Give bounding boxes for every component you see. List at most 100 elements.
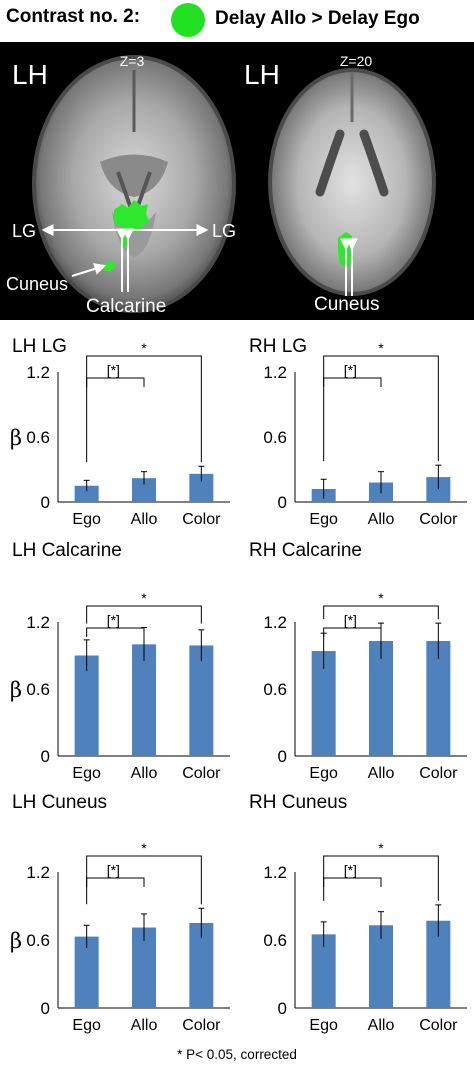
significance-bracket <box>86 355 202 463</box>
x-tick-label: Ego <box>72 511 101 528</box>
footnote: * P< 0.05, corrected <box>177 1047 297 1062</box>
significance-bracket <box>86 377 145 387</box>
significance-label: * <box>378 340 384 356</box>
y-tick-label: 0.6 <box>263 428 287 447</box>
chart-title: LH Cuneus <box>12 792 108 813</box>
brain-slice-left-skull <box>32 55 236 313</box>
y-tick-label: 0 <box>278 493 287 512</box>
figure-header: Contrast no. 2: Delay Allo > Delay Ego <box>0 0 474 40</box>
bar-allo <box>369 925 393 1008</box>
chart-title: RH Calcarine <box>249 540 362 561</box>
chart-title: RH Cuneus <box>249 792 348 813</box>
significance-label: [*] <box>344 612 357 628</box>
y-tick-label: 1.2 <box>26 363 50 382</box>
chart-rh-calcarine: RH Calcarine 0 0.6 1.2 Ego Allo Color [*] * <box>237 540 474 790</box>
bar-color <box>426 640 451 756</box>
bar-ego <box>74 936 99 1008</box>
slice-label-right: Z=20 <box>340 53 373 69</box>
significance-bracket <box>323 355 439 462</box>
y-tick-label: 0.6 <box>26 931 50 950</box>
significance-bracket <box>323 605 439 620</box>
x-tick-label: Color <box>419 765 458 782</box>
x-tick-label: Color <box>419 511 458 528</box>
significance-bracket <box>323 877 382 887</box>
chart-plot: 0 0.6 1.2 Ego Allo Color [*] * <box>263 590 467 782</box>
x-tick-label: Ego <box>309 1017 338 1034</box>
bar-allo <box>369 640 393 756</box>
green-marker-icon <box>171 3 205 37</box>
chart-plot: 0 0.6 1.2 Ego Allo Color [*] * <box>263 840 467 1034</box>
significance-label: [*] <box>344 362 357 378</box>
chart-plot: 0 0.6 1.2 β Ego Allo Color [*] * <box>10 840 230 1034</box>
significance-label: * <box>378 590 384 606</box>
hemisphere-label-left: LH <box>12 59 48 90</box>
chart-title: LH LG <box>12 336 67 357</box>
y-tick-label: 1.2 <box>263 613 287 632</box>
significance-bracket <box>323 627 382 637</box>
y-tick-label: 1.2 <box>263 863 287 882</box>
y-tick-label: 1.2 <box>263 363 287 382</box>
y-tick-label: 0.6 <box>26 680 50 699</box>
chart-plot: 0 0.6 1.2 β Ego Allo Color [*] * <box>10 340 230 528</box>
y-tick-label: 0.6 <box>263 680 287 699</box>
bar-ego <box>74 655 99 756</box>
contrast-number-title: Contrast no. 2: <box>6 6 141 27</box>
x-tick-label: Color <box>182 511 221 528</box>
significance-label: * <box>141 590 147 606</box>
y-tick-label: 1.2 <box>26 863 50 882</box>
bar-ego <box>74 485 99 502</box>
x-tick-label: Allo <box>131 511 158 528</box>
chart-lh-lg: LH LG 0 0.6 1.2 β Ego Allo Color [*] * <box>0 336 237 532</box>
significance-label: [*] <box>107 862 120 878</box>
significance-bracket <box>323 377 382 387</box>
y-tick-label: 0 <box>41 999 50 1018</box>
slice-label-left: Z=3 <box>120 53 145 69</box>
brain-slice-left: LH Z=3 LG LG Cuneus Calcarine <box>6 53 236 317</box>
y-axis-label: β <box>10 929 22 953</box>
significance-bracket <box>323 855 439 901</box>
x-tick-label: Color <box>182 1017 221 1034</box>
x-tick-label: Allo <box>368 765 395 782</box>
x-tick-label: Allo <box>131 765 158 782</box>
bar-allo <box>132 644 156 756</box>
region-label-lg-left: LG <box>12 221 36 241</box>
significance-label: * <box>378 840 384 856</box>
significance-label: * <box>141 340 147 356</box>
significance-bracket <box>86 855 202 905</box>
chart-title: RH LG <box>249 336 308 357</box>
significance-label: [*] <box>107 362 120 378</box>
chart-plot: 0 0.6 1.2 β Ego Allo Color [*] * <box>10 590 230 782</box>
y-tick-label: 1.2 <box>26 613 50 632</box>
x-tick-label: Ego <box>309 765 338 782</box>
chart-rh-lg: RH LG 0 0.6 1.2 Ego Allo Color [*] * <box>237 336 474 532</box>
significance-bracket <box>86 877 145 887</box>
chart-lh-cuneus: LH Cuneus 0 0.6 1.2 β Ego Allo Color [*] * <box>0 792 237 1042</box>
x-tick-label: Ego <box>309 511 338 528</box>
chart-title: LH Calcarine <box>12 540 122 561</box>
y-tick-label: 0 <box>278 747 287 766</box>
y-tick-label: 0 <box>41 493 50 512</box>
y-tick-label: 0 <box>41 747 50 766</box>
region-label-lg-right: LG <box>212 221 236 241</box>
arrow-cuneus <box>71 263 107 277</box>
hemisphere-label-right: LH <box>244 59 280 90</box>
chart-plot: 0 0.6 1.2 Ego Allo Color [*] * <box>263 340 467 528</box>
y-tick-label: 0.6 <box>263 931 287 950</box>
y-tick-label: 0 <box>278 999 287 1018</box>
y-axis-label: β <box>10 426 22 450</box>
brain-slices-figure: LH Z=3 LG LG Cuneus Calcarine LH Z=20 Cu… <box>0 42 474 320</box>
x-tick-label: Ego <box>72 1017 101 1034</box>
x-tick-label: Allo <box>368 1017 395 1034</box>
region-label-cuneus-right: Cuneus <box>314 294 380 315</box>
bar-allo <box>132 478 156 502</box>
contrast-label: Delay Allo > Delay Ego <box>215 8 420 29</box>
significance-label: [*] <box>107 612 120 628</box>
region-label-cuneus: Cuneus <box>6 274 68 294</box>
brain-slice-right-tissue <box>270 70 434 294</box>
x-tick-label: Allo <box>131 1017 158 1034</box>
chart-lh-calcarine: LH Calcarine 0 0.6 1.2 β Ego Allo Color [*] * <box>0 540 237 790</box>
brain-images-panel: LH Z=3 LG LG Cuneus Calcarine LH Z=20 Cu… <box>0 42 474 320</box>
significance-label: * <box>141 840 147 856</box>
activation-lg <box>114 200 150 236</box>
bar-color <box>189 645 214 756</box>
